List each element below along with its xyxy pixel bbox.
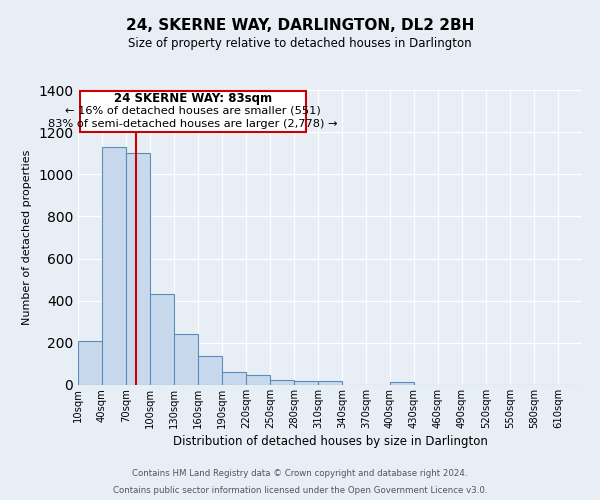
Bar xyxy=(198,356,222,385)
Bar xyxy=(126,153,150,385)
Bar xyxy=(150,294,174,385)
Bar xyxy=(246,375,270,385)
X-axis label: Distribution of detached houses by size in Darlington: Distribution of detached houses by size … xyxy=(173,435,487,448)
Bar xyxy=(270,380,294,385)
Bar xyxy=(390,382,414,385)
Text: Size of property relative to detached houses in Darlington: Size of property relative to detached ho… xyxy=(128,38,472,51)
Text: 24, SKERNE WAY, DARLINGTON, DL2 2BH: 24, SKERNE WAY, DARLINGTON, DL2 2BH xyxy=(126,18,474,32)
Bar xyxy=(78,341,102,385)
Text: Contains public sector information licensed under the Open Government Licence v3: Contains public sector information licen… xyxy=(113,486,487,495)
Text: 24 SKERNE WAY: 83sqm: 24 SKERNE WAY: 83sqm xyxy=(114,92,272,105)
FancyBboxPatch shape xyxy=(80,91,306,132)
Text: ← 16% of detached houses are smaller (551): ← 16% of detached houses are smaller (55… xyxy=(65,106,321,116)
Y-axis label: Number of detached properties: Number of detached properties xyxy=(22,150,32,325)
Bar xyxy=(318,382,342,385)
Text: 83% of semi-detached houses are larger (2,778) →: 83% of semi-detached houses are larger (… xyxy=(49,119,338,129)
Text: Contains HM Land Registry data © Crown copyright and database right 2024.: Contains HM Land Registry data © Crown c… xyxy=(132,468,468,477)
Bar xyxy=(174,334,198,385)
Bar xyxy=(294,382,318,385)
Bar xyxy=(102,147,126,385)
Bar xyxy=(222,372,246,385)
